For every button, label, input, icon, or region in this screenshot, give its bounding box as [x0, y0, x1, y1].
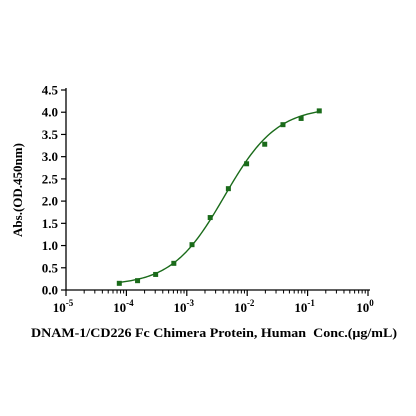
data-point [153, 271, 159, 277]
x-tick-label: 10-2 [234, 298, 255, 315]
y-axis-ticks: 0.0 0.5 1.0 1.5 2.0 2.5 3.0 3.5 4.0 4.5 [42, 83, 66, 298]
y-tick-label: 2.5 [42, 171, 59, 186]
y-tick-label: 4.0 [42, 105, 58, 120]
data-point [280, 122, 286, 128]
y-axis-label: Abs.(OD.450nm) [10, 143, 25, 237]
data-point [298, 115, 304, 121]
x-axis-ticks: 10-5 10-4 10-3 10-2 10-1 100 [53, 290, 374, 315]
y-tick-label: 0.0 [42, 283, 58, 298]
x-axis-label: DNAM-1/CD226 Fc Chimera Protein, Human C… [31, 325, 397, 340]
x-tick-label: 10-3 [174, 298, 195, 315]
data-points-layer [116, 108, 322, 286]
y-tick-label: 4.5 [42, 83, 59, 98]
fit-curve-layer [119, 110, 320, 284]
y-tick-label: 0.5 [42, 260, 59, 275]
fit-curve [119, 110, 320, 284]
y-tick-label: 1.0 [42, 238, 58, 253]
y-tick-label: 3.5 [42, 127, 59, 142]
data-point [207, 215, 213, 221]
data-point [225, 186, 231, 192]
data-point [135, 278, 141, 284]
data-point [244, 161, 250, 167]
x-tick-label: 10-5 [53, 298, 74, 315]
data-point [316, 108, 322, 114]
data-point [171, 260, 177, 266]
y-tick-label: 1.5 [42, 216, 59, 231]
axes [65, 88, 370, 291]
data-point [262, 141, 268, 147]
x-tick-label: 10-1 [294, 298, 315, 315]
y-tick-label: 3.0 [42, 149, 58, 164]
x-tick-label: 100 [356, 298, 374, 315]
data-point [116, 280, 122, 286]
y-tick-label: 2.0 [42, 194, 58, 209]
data-point [189, 242, 195, 248]
x-tick-label: 10-4 [113, 298, 134, 315]
